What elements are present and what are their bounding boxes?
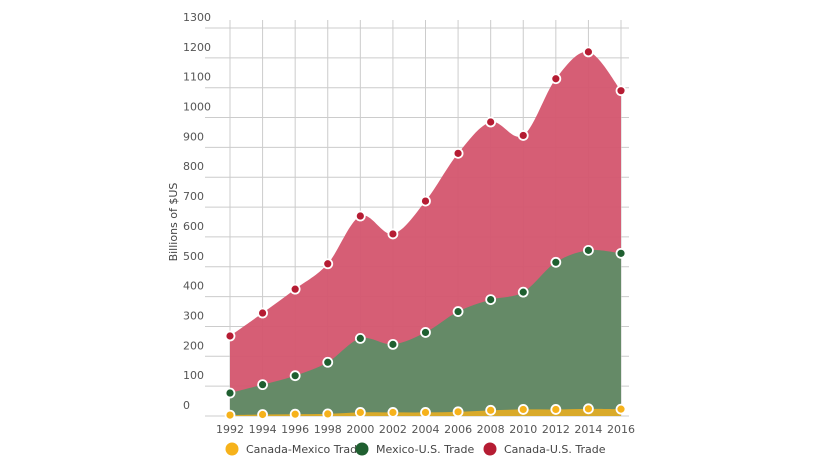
data-point [322,258,334,270]
y-tick-label: 900 [183,130,204,143]
y-tick-label: 100 [183,369,204,382]
data-point [257,409,268,420]
x-axis-ticks: 1992 1994 1996 1998 2000 2002 2004 2006 2008 2010… [216,423,635,436]
y-tick-label: 1300 [183,11,211,24]
x-tick-label: 2006 [444,423,472,436]
data-point [517,130,529,141]
y-tick-label: 1100 [183,71,211,84]
legend-swatch [355,442,369,456]
legend-label: Canada-Mexico Trade [246,443,364,456]
data-point [387,338,399,350]
y-tick-label: 0 [183,399,190,412]
data-point [452,406,464,418]
data-point [550,404,562,415]
data-point [257,307,268,319]
data-point [289,408,301,420]
y-tick-label: 700 [183,190,204,203]
legend-label: Mexico-U.S. Trade [376,443,474,456]
data-point [550,73,562,85]
legend: Canada-Mexico Trade Mexico-U.S. Trade Cana… [225,442,606,456]
legend-swatch [225,442,239,456]
x-tick-label: 2014 [574,423,602,436]
x-tick-label: 1996 [281,423,309,436]
data-point [485,404,497,416]
data-point [583,403,594,415]
y-tick-label: 1000 [183,101,211,114]
legend-label: Canada-U.S. Trade [504,443,606,456]
data-point [387,407,399,418]
data-point [420,407,431,418]
y-tick-label: 1200 [183,41,211,54]
x-tick-label: 1992 [216,423,244,436]
y-tick-label: 200 [183,339,204,352]
data-point [224,387,236,399]
x-tick-label: 1994 [249,423,277,436]
y-tick-label: 800 [183,160,204,173]
data-point [420,327,431,338]
x-tick-label: 2004 [412,423,440,436]
data-point [224,330,236,342]
y-tick-label: 600 [183,220,204,233]
x-tick-label: 2016 [607,423,635,436]
x-tick-label: 2002 [379,423,407,436]
data-point [387,228,399,240]
data-point [583,46,594,58]
data-point [289,283,301,295]
data-point [517,286,529,298]
x-tick-label: 1998 [314,423,342,436]
data-point [322,356,334,368]
data-point [550,256,562,268]
x-tick-label: 2008 [477,423,505,436]
data-point [354,332,366,344]
data-point [452,306,464,317]
legend-swatch [483,442,497,456]
points [224,46,627,421]
data-point [354,210,366,222]
data-point [322,408,334,420]
x-tick-label: 2012 [542,423,570,436]
data-point [224,409,236,421]
data-point [615,403,627,415]
data-point [289,370,301,382]
y-tick-label: 300 [183,309,204,322]
data-point [485,294,497,306]
y-tick-label: 500 [183,250,204,263]
data-point [420,195,431,207]
data-point [615,85,627,97]
x-tick-label: 2010 [509,423,537,436]
data-point [452,147,464,159]
data-point [615,247,627,259]
data-point [485,116,497,128]
y-tick-label: 400 [183,280,204,293]
data-point [354,407,366,418]
data-point [583,244,594,256]
data-point [257,379,268,391]
y-axis-label: Billions of $US [167,183,180,262]
y-axis-ticks: 0 100 200 300 400 500 600 700 800 900 1000 1100 1200… [183,11,211,412]
x-tick-label: 2000 [346,423,374,436]
data-point [517,404,529,415]
